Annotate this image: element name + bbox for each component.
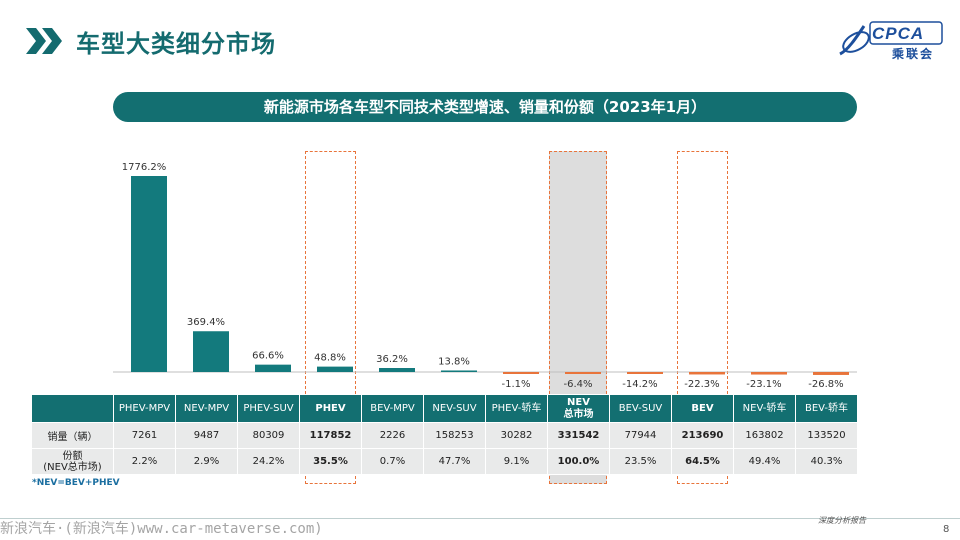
table-cell-sales: 133520 xyxy=(795,422,858,449)
bar xyxy=(751,372,787,375)
table-header-cell: NEV 总市场 xyxy=(547,394,610,423)
table-cell-sales: 77944 xyxy=(609,422,672,449)
footer-report-label: 深度分析报告 xyxy=(818,516,866,525)
growth-bar-chart: 1776.2% 369.4% 66.6% 48.8% 36.2% 13.8% -1.1% -6… xyxy=(113,162,857,390)
bar-value-label: -1.1% xyxy=(501,379,530,390)
table-cell-share: 0.7% xyxy=(361,448,424,475)
table-row-share: 份额 (NEV总市场) 2.2% 2.9% 24.2% 35.5% 0.7% 47.7% 9… xyxy=(31,448,858,475)
table-header-cell: NEV-轿车 xyxy=(733,394,796,423)
bar-value-label: -23.1% xyxy=(746,379,781,390)
bar xyxy=(813,372,849,375)
table-cell-sales: 117852 xyxy=(299,422,362,449)
bar-value-label: 66.6% xyxy=(252,351,284,362)
bar xyxy=(689,372,725,375)
table-cell-share: 24.2% xyxy=(237,448,300,475)
bar xyxy=(317,366,353,372)
cpca-logo-icon xyxy=(839,21,943,56)
table-header-cell: PHEV xyxy=(299,394,362,423)
table-corner xyxy=(31,394,114,423)
table-cell-sales: 213690 xyxy=(671,422,734,449)
row-label-share-line1: 份额 xyxy=(62,450,83,462)
footer-divider xyxy=(0,518,960,519)
table-header-cell: NEV-SUV xyxy=(423,394,486,423)
bar xyxy=(255,364,291,372)
table-header-cell: BEV-轿车 xyxy=(795,394,858,423)
bar xyxy=(379,368,415,372)
row-label-share: 份额 (NEV总市场) xyxy=(31,448,114,475)
chart-banner-title: 新能源市场各车型不同技术类型增速、销量和份额（2023年1月） xyxy=(113,92,857,122)
table-cell-sales: 331542 xyxy=(547,422,610,449)
bar-value-label: -22.3% xyxy=(684,379,719,390)
table-header-cell: PHEV-SUV xyxy=(237,394,300,423)
table-cell-sales: 7261 xyxy=(113,422,176,449)
table-cell-sales: 163802 xyxy=(733,422,796,449)
table-cell-share: 2.9% xyxy=(175,448,238,475)
bar xyxy=(131,176,167,372)
table-cell-share: 64.5% xyxy=(671,448,734,475)
bar xyxy=(565,372,601,374)
table-row-sales: 销量（辆） 7261 9487 80309 117852 2226 158253 30282… xyxy=(31,422,858,449)
table-cell-share: 40.3% xyxy=(795,448,858,475)
table-cell-sales: 158253 xyxy=(423,422,486,449)
bottom-watermark: 新浪汽车·(新浪汽车)www.car-metaverse.com) xyxy=(0,521,323,537)
bar xyxy=(441,370,477,372)
bar-value-label: -6.4% xyxy=(563,379,592,390)
table-header-row: PHEV-MPV NEV-MPV PHEV-SUV PHEV BEV-MPV NEV-SU… xyxy=(31,394,858,423)
table-cell-share: 9.1% xyxy=(485,448,548,475)
bar xyxy=(503,372,539,374)
bar-value-label: 13.8% xyxy=(438,356,470,367)
highlight-bev xyxy=(677,151,728,484)
table-header-cell: BEV-MPV xyxy=(361,394,424,423)
double-chevron-icon xyxy=(26,28,62,54)
table-cell-sales: 9487 xyxy=(175,422,238,449)
bar-value-label: 48.8% xyxy=(314,353,346,364)
bar-value-label: 36.2% xyxy=(376,354,408,365)
table-header-cell: NEV-MPV xyxy=(175,394,238,423)
bar-value-label: 1776.2% xyxy=(122,162,167,173)
bar xyxy=(627,372,663,374)
footnote: *NEV=BEV+PHEV xyxy=(32,478,120,488)
logo-cn: 乘联会 xyxy=(892,47,935,61)
table-cell-share: 100.0% xyxy=(547,448,610,475)
row-label-share-line2: (NEV总市场) xyxy=(43,461,102,473)
bar-value-label: -14.2% xyxy=(622,379,657,390)
table-header-cell: PHEV-轿车 xyxy=(485,394,548,423)
row-label-sales: 销量（辆） xyxy=(31,422,114,449)
page-number: 8 xyxy=(943,524,950,535)
table-cell-sales: 2226 xyxy=(361,422,424,449)
page-title: 车型大类细分市场 xyxy=(76,30,276,58)
data-table: PHEV-MPV NEV-MPV PHEV-SUV PHEV BEV-MPV NEV-SU… xyxy=(31,394,858,475)
table-cell-share: 49.4% xyxy=(733,448,796,475)
logo-text: CPCA xyxy=(872,24,925,43)
table-header-cell: BEV-SUV xyxy=(609,394,672,423)
table-header-cell: BEV xyxy=(671,394,734,423)
table-cell-sales: 80309 xyxy=(237,422,300,449)
table-cell-share: 47.7% xyxy=(423,448,486,475)
highlight-phev xyxy=(305,151,356,484)
table-cell-share: 35.5% xyxy=(299,448,362,475)
bar xyxy=(193,331,229,372)
table-header-cell: PHEV-MPV xyxy=(113,394,176,423)
table-cell-share: 2.2% xyxy=(113,448,176,475)
table-cell-sales: 30282 xyxy=(485,422,548,449)
bar-value-label: -26.8% xyxy=(808,379,843,390)
table-cell-share: 23.5% xyxy=(609,448,672,475)
bar-value-label: 369.4% xyxy=(187,317,225,328)
